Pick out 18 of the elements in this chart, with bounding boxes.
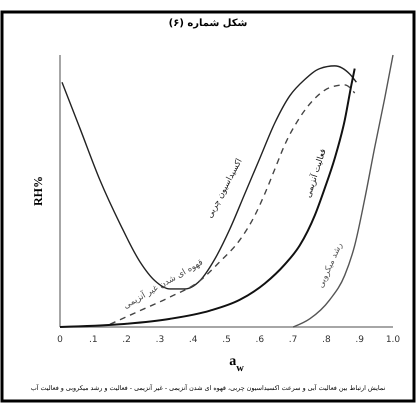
x-tick-label: .3 [156,335,164,345]
x-tick-label: 1.0 [386,335,400,345]
x-tick-label: .9 [355,335,364,345]
chart-title: شکل شماره (۶) [168,18,248,29]
text: فعالیت آنزیمی [302,147,329,200]
text: رشد میکروبی [316,241,345,290]
x-tick-label: .8 [322,335,331,345]
x-axis-title: a$_{w}$ [229,354,244,374]
x-tick-label: 0 [57,335,64,345]
x-tick-label: .6 [256,335,264,345]
text: قهوه ای شدن غیر آنزیمی [121,256,205,312]
y-axis-title: RH% [31,176,45,206]
x-tick-label: .5 [222,335,231,345]
x-tick-label: .4 [188,335,198,345]
x-tick-label: .2 [122,335,131,345]
text: اکسیداسیون چربی [204,157,245,220]
x-tick-label: .7 [288,335,298,345]
x-tick-label: .1 [89,335,98,345]
